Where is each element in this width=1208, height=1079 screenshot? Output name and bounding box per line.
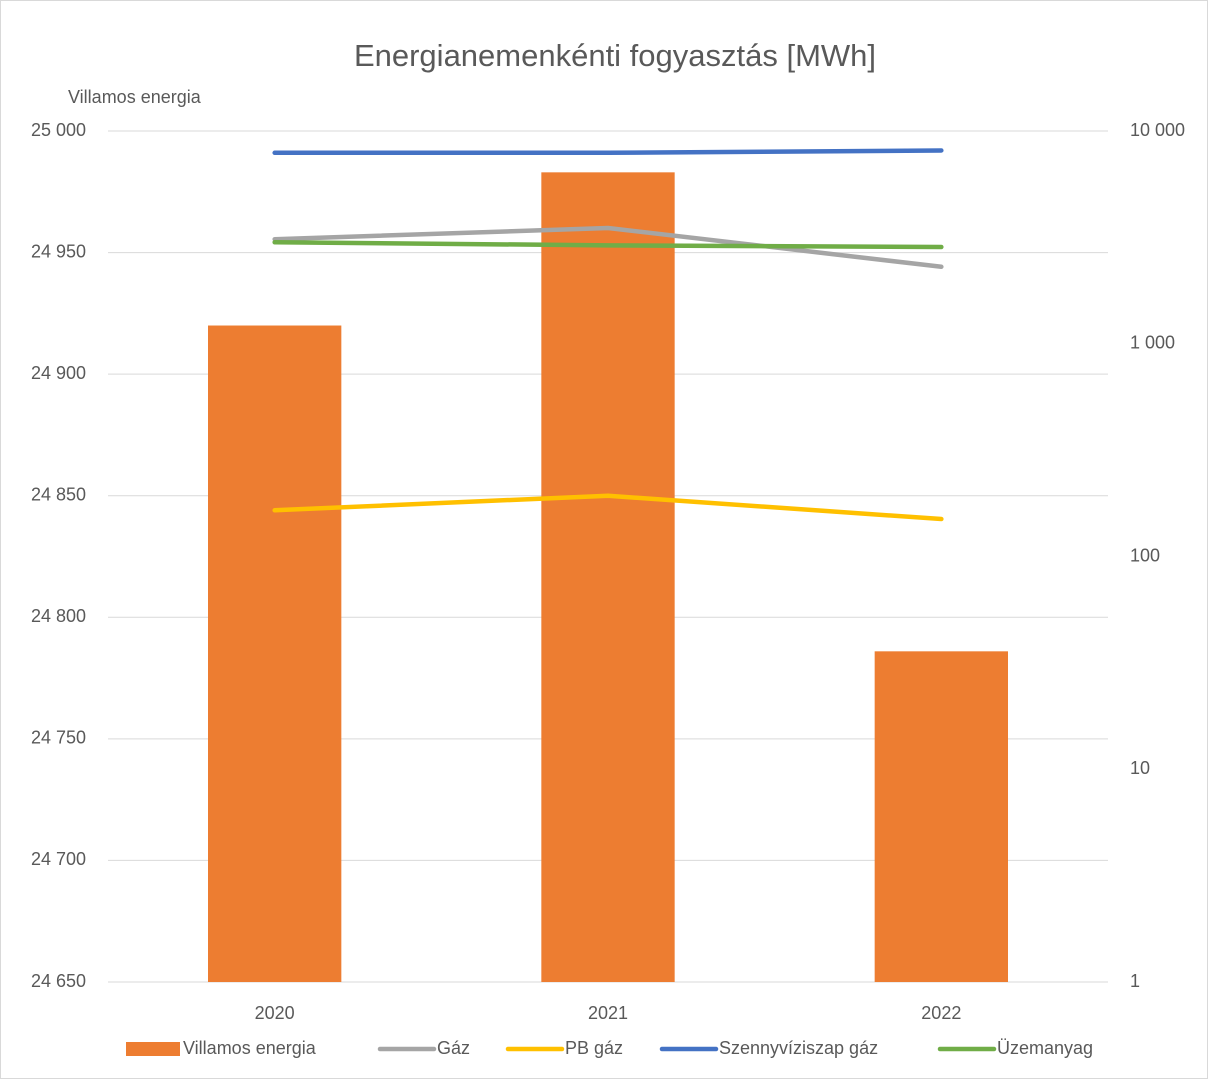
y-tick-label: 24 700: [31, 849, 86, 869]
legend-label: Gáz: [437, 1038, 470, 1058]
y-tick-label: 24 950: [31, 241, 86, 261]
x-tick-label: 2022: [921, 1003, 961, 1023]
y-axis-label: Villamos energia: [68, 87, 202, 107]
line-series: [272, 493, 944, 522]
y-tick-label: 24 900: [31, 363, 86, 383]
y-tick-label: 24 850: [31, 484, 86, 504]
x-tick-label: 2020: [255, 1003, 295, 1023]
chart-title: Energianemenkénti fogyasztás [MWh]: [354, 38, 876, 73]
x-tick-label: 2021: [588, 1003, 628, 1023]
y-tick-label: 24 650: [31, 971, 86, 991]
y2-tick-label: 10: [1130, 758, 1150, 778]
legend-label: Szennyvíziszap gáz: [719, 1038, 878, 1058]
line-series: [272, 225, 944, 270]
bar: [874, 651, 1008, 982]
legend-label: PB gáz: [565, 1038, 623, 1058]
y-tick-label: 24 800: [31, 606, 86, 626]
y2-tick-label: 1 000: [1130, 333, 1175, 353]
y2-tick-label: 10 000: [1130, 120, 1185, 140]
y-tick-label: 24 750: [31, 728, 86, 748]
y2-tick-label: 100: [1130, 545, 1160, 565]
bar: [541, 172, 675, 982]
legend-label: Villamos energia: [183, 1038, 317, 1058]
line-series: [272, 239, 944, 250]
bar: [208, 325, 342, 982]
legend-label: Üzemanyag: [997, 1038, 1093, 1058]
y2-tick-label: 1: [1130, 971, 1140, 991]
line-series: [272, 148, 944, 156]
y-tick-label: 25 000: [31, 120, 86, 140]
legend-swatch: [126, 1042, 180, 1056]
